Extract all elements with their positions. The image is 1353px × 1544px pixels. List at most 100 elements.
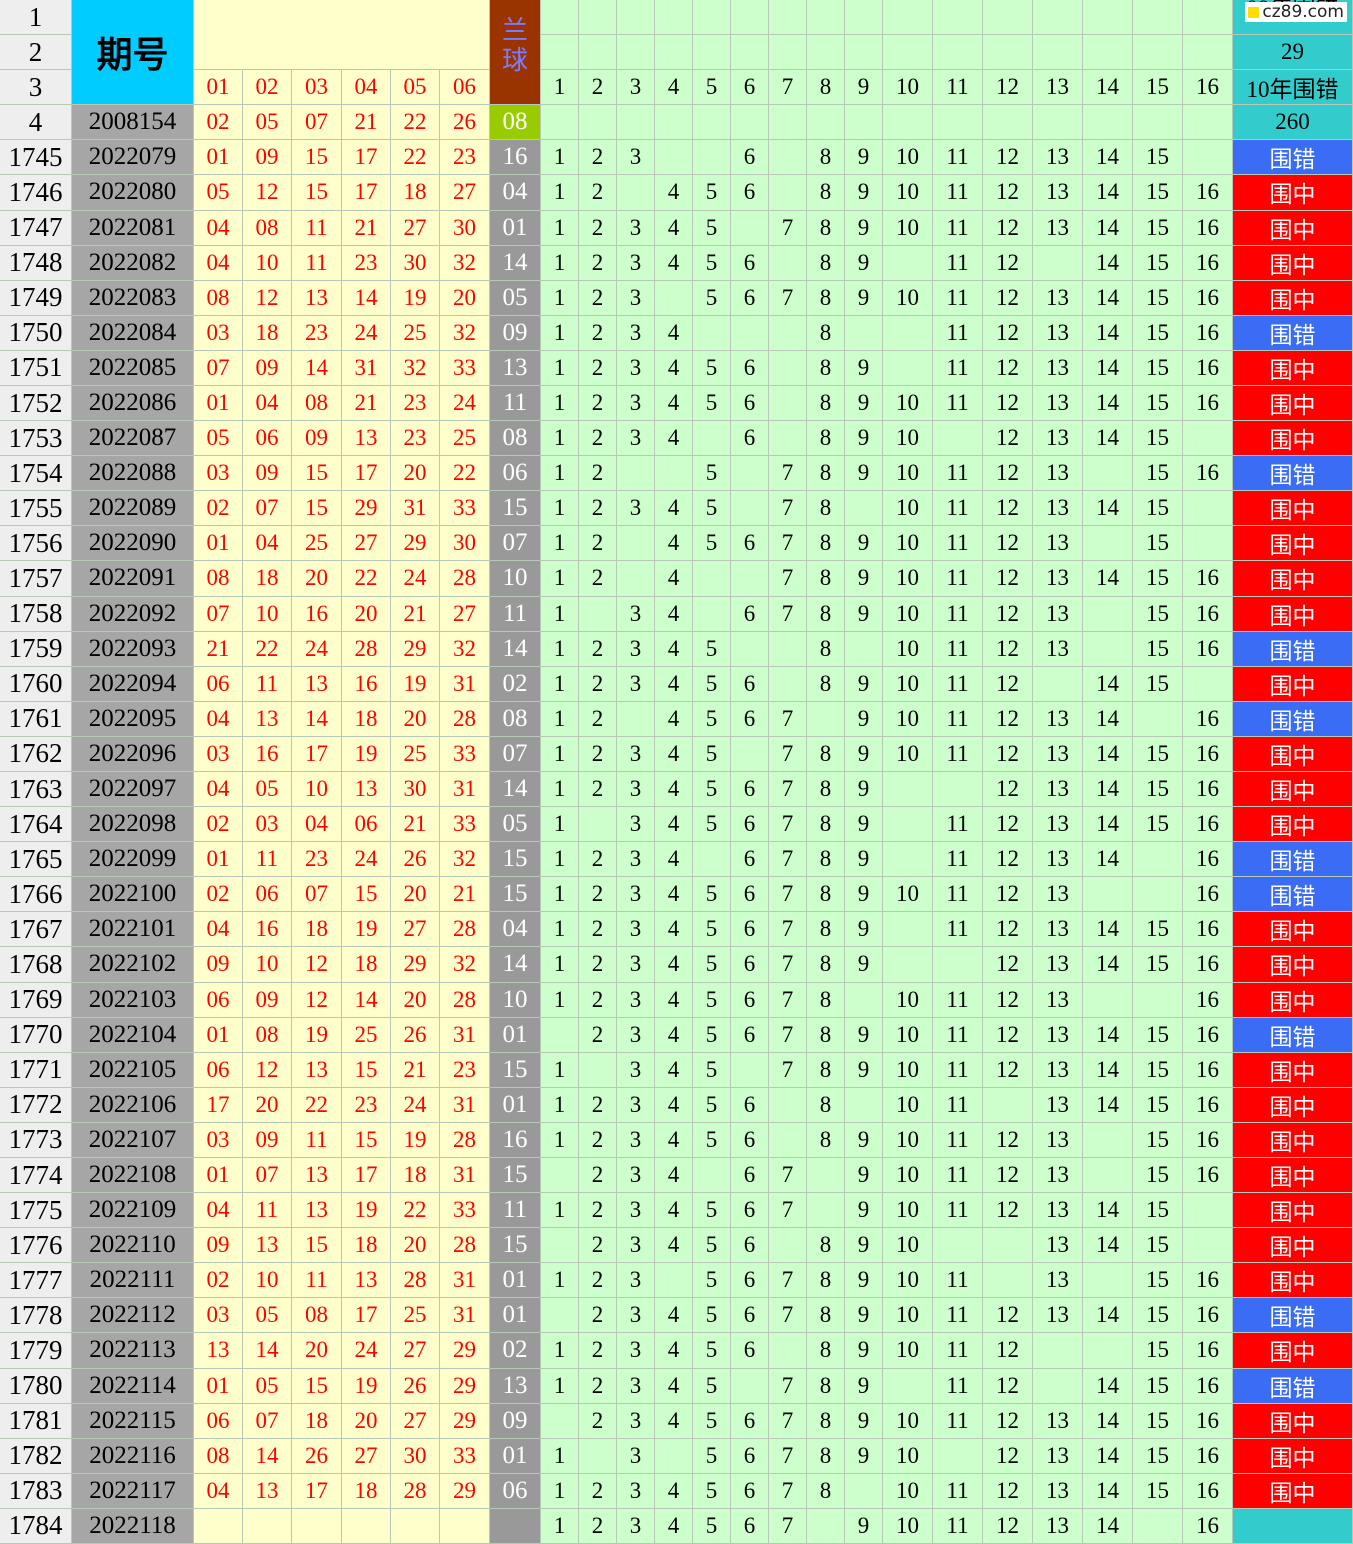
status: 围中 bbox=[1233, 421, 1353, 457]
num-cell bbox=[1183, 421, 1233, 457]
num-blank bbox=[579, 105, 617, 141]
num-col-header: 5 bbox=[693, 70, 731, 106]
num-cell: 2 bbox=[579, 701, 617, 737]
row-number: 1745 bbox=[0, 140, 72, 176]
num-cell: 1 bbox=[541, 421, 579, 457]
num-cell: 3 bbox=[617, 1333, 655, 1369]
num-cell: 16 bbox=[1183, 877, 1233, 913]
status: 围中 bbox=[1233, 1333, 1353, 1369]
red-ball: 32 bbox=[440, 631, 490, 667]
num-cell: 8 bbox=[807, 1438, 845, 1474]
red-ball: 09 bbox=[194, 1228, 243, 1264]
num-blank bbox=[655, 105, 693, 141]
row-number: 1770 bbox=[0, 1017, 72, 1053]
num-cell: 16 bbox=[1183, 912, 1233, 948]
num-cell: 9 bbox=[845, 561, 883, 597]
num-cell: 8 bbox=[807, 736, 845, 772]
num-cell bbox=[845, 631, 883, 667]
num-cell: 13 bbox=[1033, 1087, 1083, 1123]
blue-ball: 06 bbox=[490, 1473, 541, 1509]
num-cell: 13 bbox=[1033, 1017, 1083, 1053]
red-ball: 19 bbox=[292, 1017, 342, 1053]
num-cell: 1 bbox=[541, 1087, 579, 1123]
num-cell: 4 bbox=[655, 736, 693, 772]
num-cell: 3 bbox=[617, 982, 655, 1018]
red-ball: 29 bbox=[391, 526, 440, 562]
red-ball: 31 bbox=[440, 772, 490, 808]
num-cell: 13 bbox=[1033, 1193, 1083, 1229]
num-cell: 2 bbox=[579, 386, 617, 422]
num-cell bbox=[617, 561, 655, 597]
red-ball: 28 bbox=[342, 631, 391, 667]
num-cell: 9 bbox=[845, 736, 883, 772]
red-ball: 20 bbox=[440, 280, 490, 316]
num-cell bbox=[769, 631, 807, 667]
red-ball: 21 bbox=[194, 631, 243, 667]
num-cell: 13 bbox=[1033, 175, 1083, 211]
num-cell bbox=[1083, 1158, 1133, 1194]
num-cell: 1 bbox=[541, 175, 579, 211]
num-cell: 7 bbox=[769, 701, 807, 737]
issue: 2022090 bbox=[72, 526, 194, 562]
issue: 2022086 bbox=[72, 386, 194, 422]
num-cell: 15 bbox=[1133, 1298, 1183, 1334]
num-cell: 16 bbox=[1183, 596, 1233, 632]
num-cell bbox=[1083, 1122, 1133, 1158]
num-cell: 11 bbox=[933, 1368, 983, 1404]
num-cell: 7 bbox=[769, 526, 807, 562]
num-cell: 9 bbox=[845, 1158, 883, 1194]
num-cell: 11 bbox=[933, 701, 983, 737]
num-cell: 7 bbox=[769, 456, 807, 492]
num-col-header: 1 bbox=[541, 70, 579, 106]
num-cell: 3 bbox=[617, 596, 655, 632]
red-ball: 18 bbox=[292, 1403, 342, 1439]
num-header-blank bbox=[655, 35, 693, 71]
num-header-blank bbox=[1183, 0, 1233, 36]
num-cell: 12 bbox=[983, 140, 1033, 176]
red-ball: 20 bbox=[391, 982, 440, 1018]
row-number: 1773 bbox=[0, 1122, 72, 1158]
row-number: 1764 bbox=[0, 807, 72, 843]
blue-ball: 15 bbox=[490, 1052, 541, 1088]
num-cell: 9 bbox=[845, 877, 883, 913]
num-cell: 6 bbox=[731, 175, 769, 211]
num-cell: 14 bbox=[1083, 1508, 1133, 1544]
num-cell: 2 bbox=[579, 1508, 617, 1544]
num-cell: 13 bbox=[1033, 912, 1083, 948]
num-cell: 13 bbox=[1033, 1298, 1083, 1334]
num-cell: 1 bbox=[541, 1473, 579, 1509]
num-cell: 12 bbox=[983, 982, 1033, 1018]
num-cell: 12 bbox=[983, 1017, 1033, 1053]
num-cell: 2 bbox=[579, 982, 617, 1018]
num-cell bbox=[1183, 526, 1233, 562]
num-header-blank bbox=[769, 0, 807, 36]
num-cell: 5 bbox=[693, 1333, 731, 1369]
red-ball: 15 bbox=[342, 877, 391, 913]
blue-ball: 08 bbox=[490, 421, 541, 457]
num-cell: 9 bbox=[845, 526, 883, 562]
num-cell: 12 bbox=[983, 1298, 1033, 1334]
red-ball: 32 bbox=[391, 350, 440, 386]
num-cell: 15 bbox=[1133, 1473, 1183, 1509]
red-col-header: 04 bbox=[342, 70, 391, 106]
num-cell: 1 bbox=[541, 912, 579, 948]
num-cell: 4 bbox=[655, 1087, 693, 1123]
num-cell: 4 bbox=[655, 631, 693, 667]
num-cell: 7 bbox=[769, 1508, 807, 1544]
issue: 2022081 bbox=[72, 210, 194, 246]
num-cell: 7 bbox=[769, 736, 807, 772]
num-cell: 13 bbox=[1033, 386, 1083, 422]
num-cell: 3 bbox=[617, 1298, 655, 1334]
num-header-blank bbox=[655, 0, 693, 36]
red-ball: 03 bbox=[194, 315, 243, 351]
num-header-blank bbox=[617, 0, 655, 36]
num-cell bbox=[1033, 666, 1083, 702]
status: 围中 bbox=[1233, 666, 1353, 702]
num-cell: 3 bbox=[617, 912, 655, 948]
red-ball: 08 bbox=[243, 1017, 292, 1053]
num-cell: 4 bbox=[655, 666, 693, 702]
num-cell: 10 bbox=[883, 1017, 933, 1053]
red-ball: 03 bbox=[194, 1298, 243, 1334]
num-cell bbox=[693, 315, 731, 351]
